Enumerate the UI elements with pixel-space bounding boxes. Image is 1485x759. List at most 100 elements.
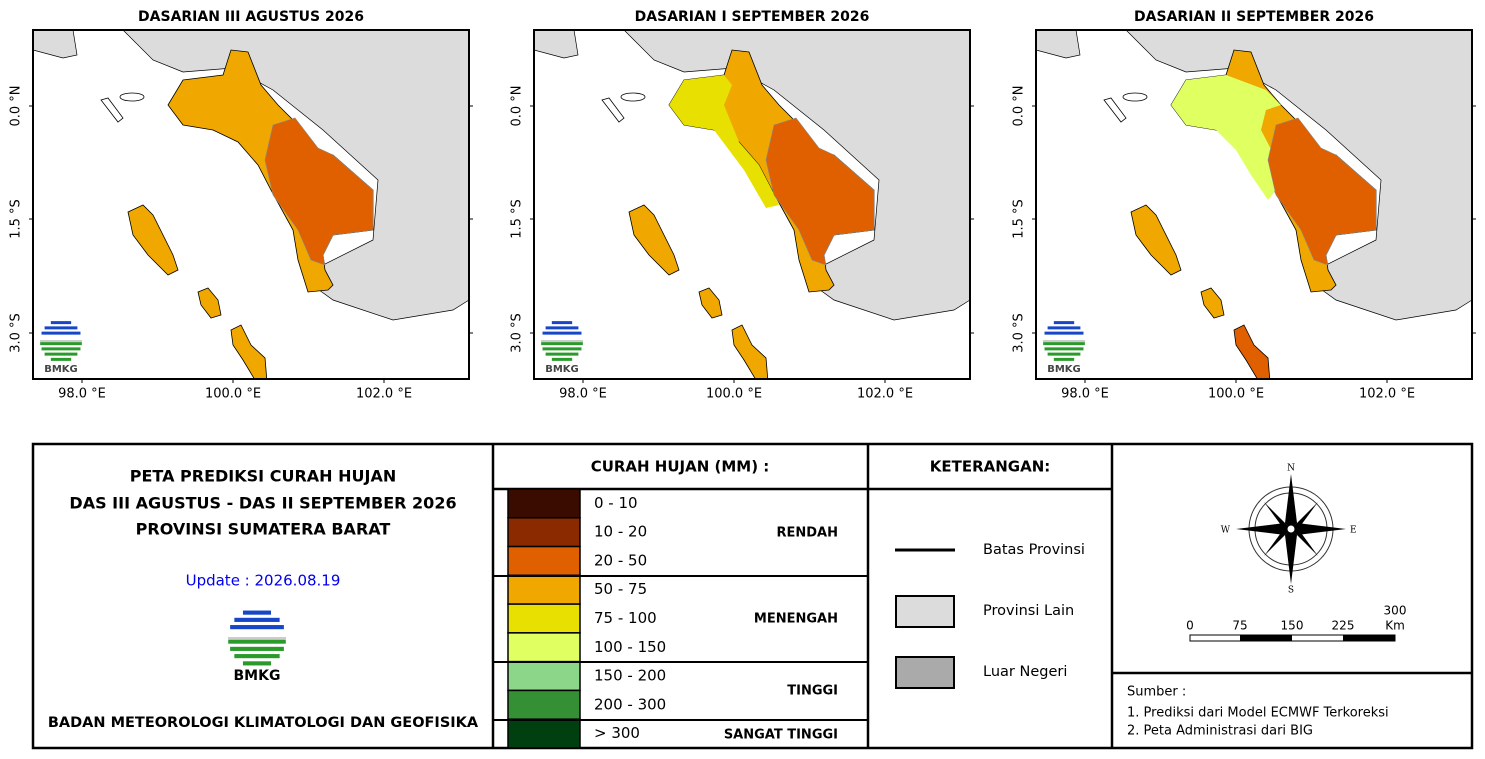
legend-range: 150 - 200 bbox=[594, 667, 666, 685]
x-tick-label: 98.0 °E bbox=[559, 387, 607, 402]
legend: 0 - 10 10 - 20 20 - 50 50 - 75 75 - 100 100 -… bbox=[507, 488, 666, 749]
x-tick-label: 100.0 °E bbox=[205, 387, 261, 402]
legend-swatch bbox=[507, 632, 581, 663]
island bbox=[628, 204, 680, 276]
other-province bbox=[1125, 30, 1472, 321]
logo-text: BMKG bbox=[44, 364, 78, 375]
foreign-symbol bbox=[895, 656, 955, 689]
scale-label: 150 bbox=[1281, 619, 1304, 633]
y-tick-label: 0.0 °N bbox=[510, 85, 525, 126]
island bbox=[197, 287, 222, 319]
rain-zone bbox=[1267, 117, 1377, 266]
x-tick-label: 102.0 °E bbox=[857, 387, 913, 402]
rain-zone bbox=[1171, 75, 1281, 200]
compass-label: W bbox=[1221, 526, 1231, 536]
compass bbox=[1236, 474, 1346, 584]
other-province bbox=[33, 30, 78, 59]
legend-swatch bbox=[507, 545, 581, 577]
legend-header: CURAH HUJAN (MM) : bbox=[591, 458, 770, 476]
legend-range: 200 - 300 bbox=[594, 695, 666, 713]
group-label: MENENGAH bbox=[754, 612, 838, 627]
island bbox=[731, 324, 769, 379]
source-line: 1. Prediksi dari Model ECMWF Terkoreksi bbox=[1127, 706, 1389, 721]
keterangan-item: Provinsi Lain bbox=[983, 603, 1074, 619]
rain-zone bbox=[669, 75, 779, 208]
y-tick-label: 0.0 °N bbox=[1012, 85, 1027, 126]
y-tick-label: 1.5 °S bbox=[9, 199, 24, 239]
logo bbox=[40, 320, 82, 362]
keterangan-header: KETERANGAN: bbox=[930, 458, 1051, 476]
scale-bar bbox=[1189, 634, 1396, 642]
x-tick-label: 100.0 °E bbox=[706, 387, 762, 402]
keterangan-item: Luar Negeri bbox=[983, 664, 1067, 680]
legend-range: 100 - 150 bbox=[594, 638, 666, 656]
maps: DASARIAN III AGUSTUS 2026 0.0 °N 1.5 °S 3.0… bbox=[9, 9, 1476, 402]
map-frame bbox=[1035, 29, 1473, 380]
legend-swatch bbox=[507, 718, 581, 749]
legend-swatch bbox=[507, 488, 581, 519]
legend-swatch bbox=[507, 660, 581, 692]
island bbox=[1233, 324, 1271, 379]
compass-label: E bbox=[1350, 526, 1357, 536]
x-tick-label: 98.0 °E bbox=[58, 387, 106, 402]
group-label: SANGAT TINGGI bbox=[724, 728, 838, 743]
source-title: Sumber : bbox=[1127, 685, 1186, 700]
panel-frame bbox=[31, 442, 1474, 750]
legend-swatch bbox=[507, 603, 581, 634]
map-title: DASARIAN III AGUSTUS 2026 bbox=[138, 9, 364, 25]
logo bbox=[228, 609, 286, 667]
legend-range: 10 - 20 bbox=[594, 523, 647, 541]
logo bbox=[1043, 320, 1085, 362]
other-province bbox=[623, 30, 970, 321]
group-label: TINGGI bbox=[787, 684, 838, 699]
x-tick-label: 102.0 °E bbox=[356, 387, 412, 402]
map-title: DASARIAN II SEPTEMBER 2026 bbox=[1134, 9, 1374, 25]
map bbox=[534, 30, 970, 379]
keterangan-item: Batas Provinsi bbox=[983, 542, 1085, 558]
x-tick-label: 102.0 °E bbox=[1359, 387, 1415, 402]
logo-text: BMKG bbox=[545, 364, 579, 375]
info-title: PETA PREDIKSI CURAH HUJAN bbox=[130, 467, 396, 486]
island bbox=[698, 287, 723, 319]
legend-range: 0 - 10 bbox=[594, 494, 638, 512]
y-tick-label: 3.0 °S bbox=[510, 313, 525, 353]
island bbox=[601, 97, 625, 123]
rain-zone bbox=[765, 117, 875, 266]
rain-zone bbox=[264, 117, 374, 266]
other-province-symbol bbox=[895, 595, 955, 628]
island bbox=[127, 204, 179, 276]
other-province bbox=[534, 30, 579, 59]
island bbox=[620, 92, 646, 102]
scale-label: 75 bbox=[1232, 619, 1247, 633]
island bbox=[1103, 97, 1127, 123]
scale-unit: Km bbox=[1385, 619, 1405, 633]
y-tick-label: 0.0 °N bbox=[9, 85, 24, 126]
y-tick-label: 3.0 °S bbox=[9, 313, 24, 353]
legend-range: 20 - 50 bbox=[594, 551, 647, 569]
island bbox=[1122, 92, 1148, 102]
map-frame bbox=[32, 29, 470, 380]
legend-range: 75 - 100 bbox=[594, 609, 657, 627]
legend-range: 50 - 75 bbox=[594, 580, 647, 598]
scale-label: 0 bbox=[1186, 619, 1194, 633]
x-tick-label: 100.0 °E bbox=[1208, 387, 1264, 402]
legend-swatch bbox=[507, 689, 581, 720]
y-tick-label: 3.0 °S bbox=[1012, 313, 1027, 353]
island bbox=[1200, 287, 1225, 319]
island bbox=[230, 324, 268, 379]
info-title: PROVINSI SUMATERA BARAT bbox=[136, 520, 391, 539]
y-tick-label: 1.5 °S bbox=[510, 199, 525, 239]
agency: BADAN METEOROLOGI KLIMATOLOGI DAN GEOFIS… bbox=[48, 715, 479, 731]
logo-text: BMKG bbox=[1047, 364, 1081, 375]
map bbox=[1036, 30, 1472, 379]
scale-label: 225 bbox=[1332, 619, 1355, 633]
other-province bbox=[1036, 30, 1081, 59]
map-title: DASARIAN I SEPTEMBER 2026 bbox=[635, 9, 870, 25]
legend-swatch bbox=[507, 517, 581, 548]
logo-text: BMKG bbox=[234, 668, 281, 684]
update-date: Update : 2026.08.19 bbox=[186, 572, 341, 590]
x-tick-label: 98.0 °E bbox=[1061, 387, 1109, 402]
island bbox=[119, 92, 145, 102]
island bbox=[100, 97, 124, 123]
